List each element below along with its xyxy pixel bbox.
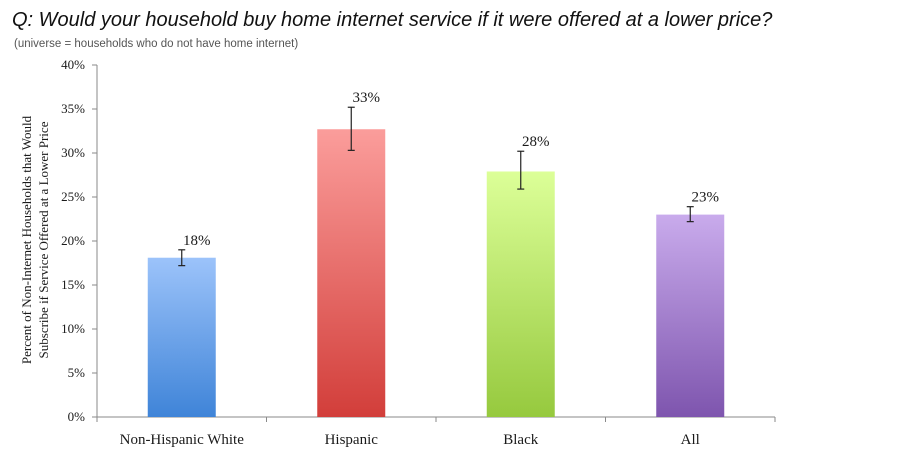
x-tick-label: Black bbox=[503, 432, 538, 448]
data-label: 28% bbox=[522, 134, 550, 150]
bar-black bbox=[486, 171, 555, 417]
y-tick-label: 35% bbox=[61, 101, 85, 116]
error-bar bbox=[178, 249, 186, 267]
data-label: 33% bbox=[353, 90, 381, 106]
x-tick-label: Non-Hispanic White bbox=[120, 432, 245, 448]
y-tick-label: 5% bbox=[68, 365, 86, 380]
y-tick-label: 20% bbox=[61, 233, 85, 248]
bar-non-hispanic-white bbox=[147, 257, 216, 417]
y-tick-label: 40% bbox=[61, 57, 85, 72]
error-bar bbox=[686, 206, 694, 223]
y-axis-label-line-1: Percent of Non-Internet Households that … bbox=[19, 115, 34, 364]
labels: 18% Non-Hispanic White 33% Hispanic 28% Black… bbox=[120, 90, 719, 448]
error-bar bbox=[347, 106, 355, 151]
y-axis-label-line-2: Subscribe if Service Offered at a Lower … bbox=[36, 121, 51, 358]
bar-all bbox=[656, 214, 725, 417]
chart-subtitle: (universe = households who do not have h… bbox=[14, 38, 299, 50]
x-tick-label: Hispanic bbox=[325, 432, 379, 448]
data-label: 18% bbox=[183, 233, 211, 249]
bars bbox=[147, 106, 725, 418]
error-bar bbox=[517, 150, 525, 190]
x-tick-label: All bbox=[681, 432, 700, 448]
y-tick-label: 0% bbox=[68, 409, 86, 424]
bar-hispanic bbox=[317, 129, 386, 418]
y-tick-label: 30% bbox=[61, 145, 85, 160]
chart-title: Q: Would your household buy home interne… bbox=[12, 9, 773, 31]
data-label: 23% bbox=[692, 190, 720, 206]
y-tick-label: 10% bbox=[61, 321, 85, 336]
y-tick-label: 25% bbox=[61, 189, 85, 204]
y-tick-label: 15% bbox=[61, 277, 85, 292]
